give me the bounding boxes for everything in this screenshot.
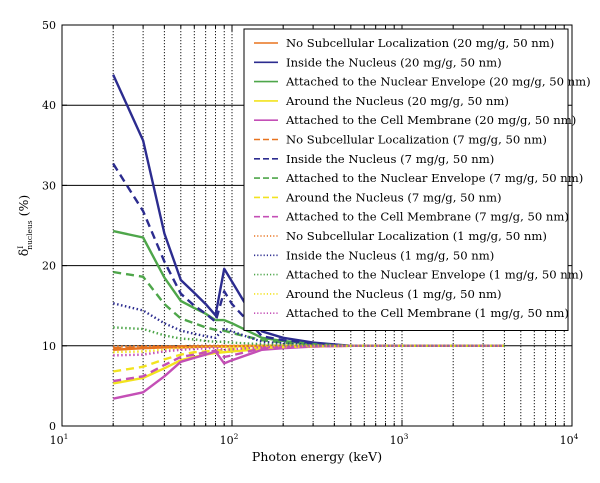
- legend-label: Inside the Nucleus (7 mg/g, 50 nm): [286, 152, 494, 166]
- x-tick-label-base: 10: [390, 434, 404, 447]
- legend-label: Around the Nucleus (20 mg/g, 50 nm): [285, 94, 509, 108]
- series-layer: [112, 74, 505, 400]
- legend: No Subcellular Localization (20 mg/g, 50…: [243, 28, 591, 331]
- legend-label: No Subcellular Localization (20 mg/g, 50…: [286, 36, 554, 50]
- legend-label: Attached to the Cell Membrane (20 mg/g, …: [285, 113, 576, 127]
- legend-label: Around the Nucleus (7 mg/g, 50 nm): [285, 190, 502, 204]
- x-tick-label: 104: [560, 432, 579, 447]
- plot-frame: [61, 24, 573, 427]
- series-line: [113, 326, 505, 347]
- x-tick-label-exponent: 3: [404, 432, 409, 441]
- y-axis-label-base: δ: [16, 249, 31, 257]
- y-tick-label: 30: [42, 179, 56, 192]
- legend-label: Inside the Nucleus (1 mg/g, 50 nm): [286, 248, 494, 262]
- legend-label: Attached to the Nuclear Envelope (1 mg/g…: [285, 268, 583, 282]
- x-tick-label-exponent: 1: [64, 432, 69, 441]
- legend-box: [243, 28, 569, 331]
- y-tick-label: 20: [42, 260, 56, 273]
- y-axis-label-sup: I: [16, 246, 25, 249]
- legend-label: Attached to the Nuclear Envelope (7 mg/g…: [285, 171, 583, 185]
- y-tick-label: 0: [49, 420, 56, 433]
- legend-label: Attached to the Nuclear Envelope (20 mg/…: [285, 75, 591, 89]
- x-tick-label: 101: [50, 432, 69, 447]
- series-line: [113, 344, 505, 383]
- legend-label: Attached to the Cell Membrane (7 mg/g, 5…: [285, 210, 569, 224]
- legend-label: Around the Nucleus (1 mg/g, 50 nm): [285, 287, 502, 301]
- x-tick-label-exponent: 2: [234, 432, 239, 441]
- y-axis-label-sub: nucleus: [25, 220, 34, 250]
- y-axis-label-unit: (%): [16, 195, 31, 221]
- y-axis-label: δInucleus (%): [16, 195, 34, 257]
- x-tick-label: 102: [220, 432, 239, 447]
- y-tick-label: 40: [42, 99, 56, 112]
- x-axis-label: Photon energy (keV): [252, 449, 382, 464]
- x-tick-label-exponent: 4: [574, 432, 579, 441]
- x-tick-label-base: 10: [50, 434, 64, 447]
- x-tick-label-base: 10: [220, 434, 234, 447]
- x-tick-label: 103: [390, 432, 409, 447]
- legend-label: No Subcellular Localization (1 mg/g, 50 …: [286, 229, 547, 243]
- y-tick-label: 50: [42, 19, 56, 32]
- series-line: [113, 270, 505, 347]
- legend-label: Attached to the Cell Membrane (1 mg/g, 5…: [285, 306, 569, 320]
- ticks: [62, 24, 565, 427]
- legend-label: No Subcellular Localization (7 mg/g, 50 …: [286, 133, 547, 147]
- y-tick-label: 10: [42, 340, 56, 353]
- x-tick-label-base: 10: [560, 434, 574, 447]
- legend-label: Inside the Nucleus (20 mg/g, 50 nm): [286, 55, 502, 69]
